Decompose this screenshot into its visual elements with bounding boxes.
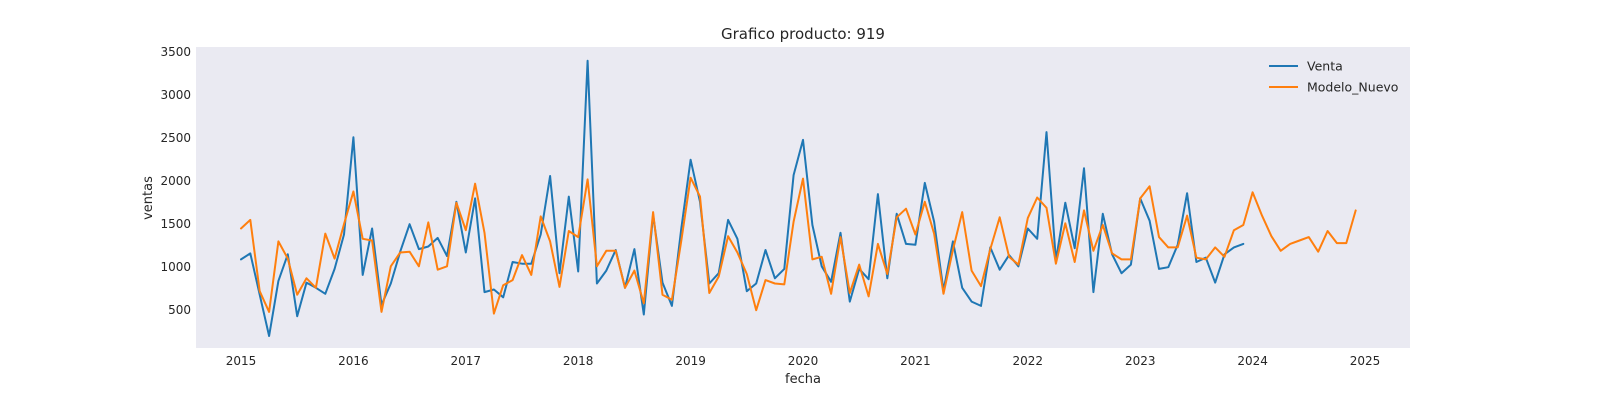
x-tick-label: 2017 <box>451 354 482 368</box>
legend-label: Venta <box>1307 59 1343 74</box>
y-axis-label: ventas <box>141 176 156 220</box>
y-tick-label: 1000 <box>160 260 191 274</box>
y-tick-label: 500 <box>168 303 191 317</box>
x-tick-label: 2021 <box>900 354 931 368</box>
y-tick-label: 1500 <box>160 217 191 231</box>
plot-area <box>196 47 1410 348</box>
series-layer <box>240 59 1357 337</box>
x-tick-label: 2019 <box>675 354 706 368</box>
x-axis-ticks: 2015 2016 2017 2018 2019 2020 2021 2022 2023 2024… <box>226 354 1381 368</box>
x-tick-label: 2025 <box>1350 354 1381 368</box>
chart-title: Grafico producto: 919 <box>721 25 885 43</box>
legend: Venta Modelo_Nuevo <box>1269 59 1398 95</box>
y-tick-label: 2000 <box>160 174 191 188</box>
x-tick-label: 2016 <box>338 354 369 368</box>
y-tick-label: 3000 <box>160 88 191 102</box>
x-tick-label: 2015 <box>226 354 257 368</box>
y-tick-label: 3500 <box>160 45 191 59</box>
x-tick-label: 2022 <box>1013 354 1044 368</box>
x-axis-label: fecha <box>785 372 821 387</box>
legend-label: Modelo_Nuevo <box>1307 80 1398 95</box>
x-tick-label: 2018 <box>563 354 594 368</box>
x-tick-label: 2023 <box>1125 354 1156 368</box>
y-axis-ticks: 500 1000 1500 2000 2500 3000 3500 <box>160 45 191 317</box>
series-line-modelo-nuevo <box>240 176 1357 315</box>
y-tick-label: 2500 <box>160 131 191 145</box>
x-tick-label: 2020 <box>788 354 819 368</box>
x-tick-label: 2024 <box>1237 354 1268 368</box>
